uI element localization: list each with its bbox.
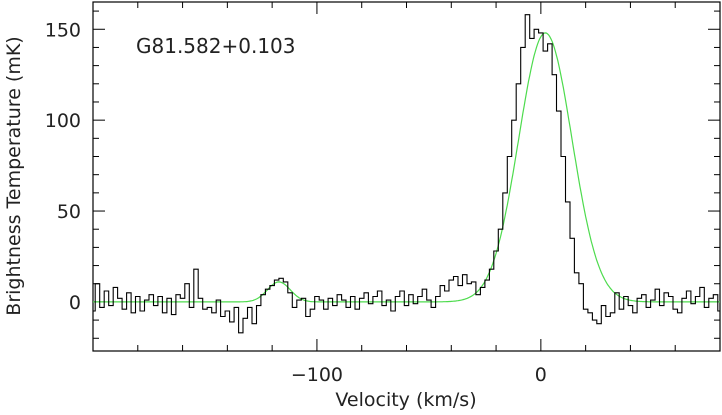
source-annotation: G81.582+0.103 [136, 34, 296, 58]
gaussian-fit-line [93, 32, 720, 303]
y-tick-label: 150 [45, 19, 81, 41]
x-tick-label: −100 [291, 364, 343, 386]
y-tick-label: 0 [69, 292, 81, 314]
x-tick-label: 0 [535, 364, 547, 386]
y-axis-label: Brightness Temperature (mK) [3, 36, 25, 315]
y-tick-label: 100 [45, 110, 81, 132]
data-step-line [93, 14, 720, 334]
x-axis-label: Velocity (km/s) [335, 389, 476, 411]
tick-labels: −100 0 0 50 100 150 [45, 19, 547, 386]
y-tick-label: 50 [57, 201, 81, 223]
